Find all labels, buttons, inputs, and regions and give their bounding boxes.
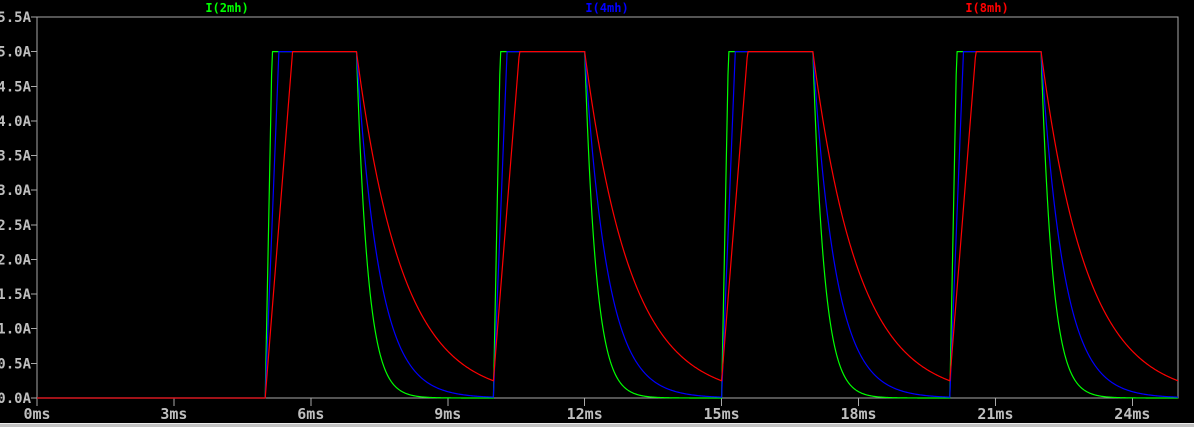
trace-i8mh[interactable] — [37, 51, 1179, 399]
x-tick-label: 21ms — [977, 405, 1013, 423]
legend-trace-i8mh[interactable]: I(8mh) — [965, 1, 1009, 15]
y-tick-label: 5.5A — [0, 10, 32, 26]
trace-i2mh[interactable] — [37, 51, 1178, 399]
trace-legend: I(2mh) I(4mh) I(8mh) — [0, 0, 1194, 16]
y-tick-label: 2.5A — [0, 218, 32, 234]
legend-trace-i2mh[interactable]: I(2mh) — [205, 1, 249, 15]
y-tick-label: 4.0A — [0, 114, 32, 130]
x-tick-label: 24ms — [1114, 405, 1150, 423]
x-tick-label: 0ms — [23, 405, 50, 423]
y-tick-label: 4.5A — [0, 79, 32, 95]
x-tick-label: 18ms — [840, 405, 876, 423]
trace-i4mh[interactable] — [37, 51, 1179, 399]
y-tick-label: 1.5A — [0, 287, 32, 303]
x-tick-label: 6ms — [297, 405, 324, 423]
y-tick-label: 0.0A — [0, 391, 32, 407]
plot-border — [36, 16, 1179, 399]
legend-trace-i4mh[interactable]: I(4mh) — [585, 1, 629, 15]
window-bottom-edge — [0, 423, 1194, 427]
y-tick-label: 5.0A — [0, 45, 32, 61]
x-tick-label: 3ms — [160, 405, 187, 423]
y-tick-label: 2.0A — [0, 252, 32, 268]
x-tick-label: 15ms — [704, 405, 740, 423]
y-tick-label: 1.0A — [0, 322, 32, 338]
x-tick-label: 12ms — [567, 405, 603, 423]
y-tick-label: 0.5A — [0, 356, 32, 372]
y-tick-label: 3.5A — [0, 149, 32, 165]
x-tick-label: 9ms — [434, 405, 461, 423]
y-tick-label: 3.0A — [0, 183, 32, 199]
